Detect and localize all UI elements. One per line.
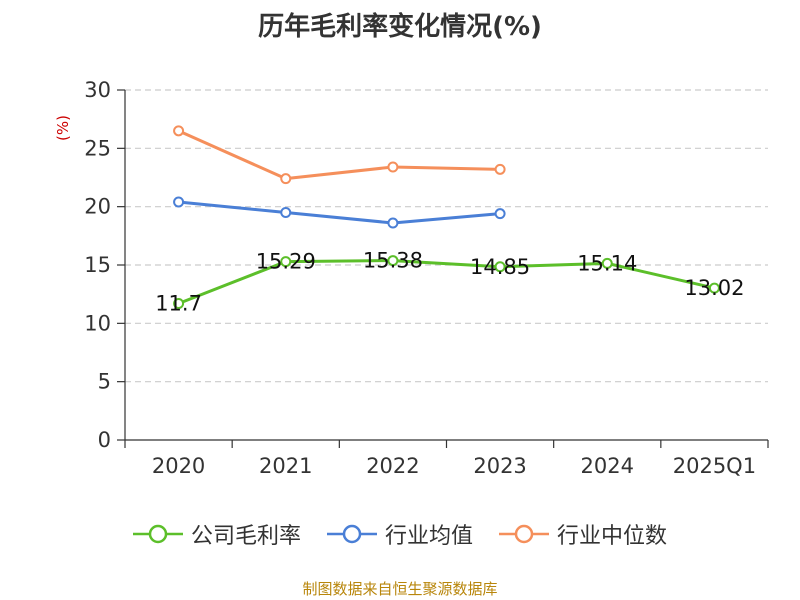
y-tick-label: 5	[98, 370, 111, 394]
y-tick-label: 20	[84, 195, 111, 219]
data-label: 15.29	[256, 250, 316, 274]
x-tick-label: 2025Q1	[673, 454, 756, 478]
y-tick-label: 15	[84, 253, 111, 277]
data-point-0	[387, 255, 399, 267]
series-line-1	[178, 200, 501, 225]
data-label: 15.38	[363, 249, 423, 273]
legend: 公司毛利率 行业均值 行业中位数	[0, 518, 800, 550]
x-tick-label: 2023	[473, 454, 526, 478]
legend-label-company: 公司毛利率	[190, 524, 301, 549]
data-point-0	[601, 257, 613, 269]
y-axis-title: (%)	[54, 115, 72, 141]
source-footer: 制图数据来自恒生聚源数据库	[302, 580, 498, 598]
data-point-0	[280, 256, 292, 268]
data-label: 15.14	[577, 251, 637, 275]
legend-marker-company-icon	[132, 524, 183, 544]
legend-label-industry-mean: 行业均值	[384, 524, 473, 549]
data-point-0	[494, 261, 506, 273]
data-label: 13.02	[684, 276, 744, 300]
legend-marker-industry-median-icon	[499, 524, 549, 544]
data-point-0	[708, 282, 720, 294]
data-point-1	[280, 207, 292, 218]
legend-label-industry-median: 行业中位数	[557, 524, 668, 549]
data-point-1	[173, 196, 185, 208]
data-label: 11.7	[155, 292, 202, 316]
x-tick-label: 2020	[152, 454, 205, 478]
x-tick-label: 2024	[581, 454, 634, 478]
y-tick-label: 25	[84, 136, 111, 160]
data-point-2	[494, 163, 506, 175]
x-tick-label: 2022	[366, 454, 419, 478]
x-tick-label: 2021	[259, 454, 312, 478]
y-tick-label: 0	[98, 428, 111, 452]
y-tick-label: 30	[84, 78, 111, 102]
data-label: 14.85	[470, 255, 530, 279]
series-line-0	[178, 259, 715, 305]
series-line-2	[177, 129, 501, 181]
chart-title: 历年毛利率变化情况(%)	[258, 12, 542, 42]
legend-item-company-margin[interactable]: 公司毛利率	[132, 518, 301, 550]
data-point-2	[173, 125, 185, 137]
legend-marker-industry-mean-icon	[326, 524, 377, 544]
data-point-2	[387, 161, 399, 173]
y-tick-label: 10	[84, 311, 111, 335]
data-point-0	[173, 298, 185, 309]
legend-item-industry-median[interactable]: 行业中位数	[499, 518, 667, 550]
data-point-1	[494, 208, 506, 220]
legend-item-industry-mean[interactable]: 行业均值	[326, 518, 473, 550]
data-point-2	[280, 173, 292, 185]
data-point-1	[387, 217, 399, 229]
